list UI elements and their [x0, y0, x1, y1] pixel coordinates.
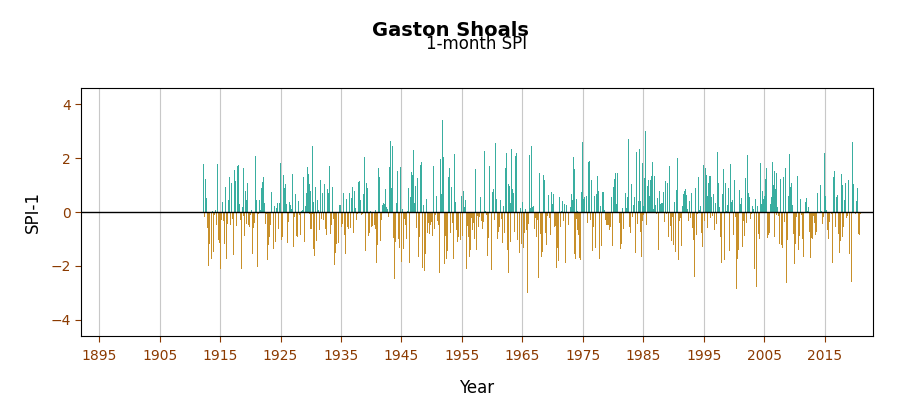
Y-axis label: SPI-1: SPI-1: [24, 191, 42, 233]
Title: 1-month SPI: 1-month SPI: [427, 35, 527, 53]
X-axis label: Year: Year: [459, 379, 495, 397]
Text: Gaston Shoals: Gaston Shoals: [372, 21, 528, 40]
